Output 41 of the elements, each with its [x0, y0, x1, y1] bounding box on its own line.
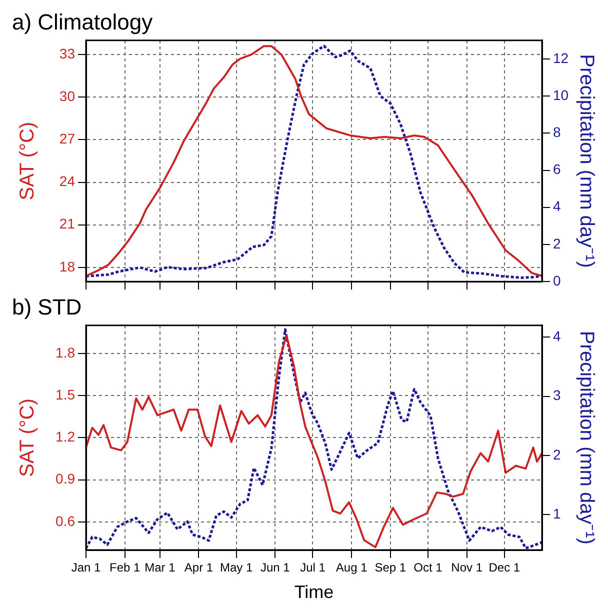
y2-axis-title: Precipitation (mm day⁻¹)	[575, 54, 598, 268]
y-axis-title: SAT (°C)	[16, 122, 39, 200]
y2-tick-label: 2	[553, 235, 561, 252]
y2-tick-label: 3	[553, 387, 561, 404]
x-tick-label: Aug 1	[336, 560, 368, 575]
x-tick-label: Jan 1	[71, 560, 101, 575]
y2-tick-label: 4	[553, 198, 561, 214]
x-tick-label: Jun 1	[260, 560, 290, 575]
y-tick-label: 1.8	[56, 344, 76, 360]
y2-axis-title: Precipitation (mm day⁻¹)	[575, 330, 598, 545]
y2-tick-label: 2	[553, 446, 561, 462]
x-tick-label: Sep 1	[374, 560, 406, 575]
y-tick-label: 18	[59, 258, 76, 274]
y-axis-title: SAT (°C)	[16, 398, 39, 477]
chart-title: b) STD	[12, 294, 82, 320]
y-tick-label: 0.6	[56, 512, 76, 529]
y2-tick-label: 0	[553, 272, 561, 288]
y-tick-label: 27	[59, 130, 76, 147]
y-tick-label: 1.5	[56, 386, 76, 402]
y-tick-label: 30	[59, 88, 76, 104]
x-tick-label: Nov 1	[451, 560, 483, 575]
y2-tick-label: 4	[553, 328, 561, 344]
x-tick-label: Apr 1	[184, 560, 214, 575]
y2-tick-label: 10	[553, 86, 569, 103]
y2-tick-label: 6	[553, 161, 561, 178]
y-tick-label: 21	[59, 216, 76, 232]
y-tick-label: 1.2	[56, 428, 76, 445]
x-tick-label: Mar 1	[144, 560, 176, 575]
y2-tick-label: 8	[553, 124, 561, 140]
x-tick-label: May 1	[220, 560, 253, 575]
x-tick-label: Oct 1	[414, 560, 443, 575]
x-tick-label: Dec 1	[488, 560, 520, 575]
chart-title: a) Climatology	[12, 9, 153, 34]
x-axis-title: Time	[294, 582, 334, 602]
y-tick-label: 33	[59, 45, 76, 62]
y-tick-label: 0.9	[56, 470, 76, 487]
x-tick-label: Jul 1	[300, 560, 326, 575]
x-tick-label: Feb 1	[109, 560, 141, 575]
y-tick-label: 24	[59, 173, 76, 190]
y2-tick-label: 1	[553, 505, 561, 522]
y2-tick-label: 12	[553, 50, 569, 66]
